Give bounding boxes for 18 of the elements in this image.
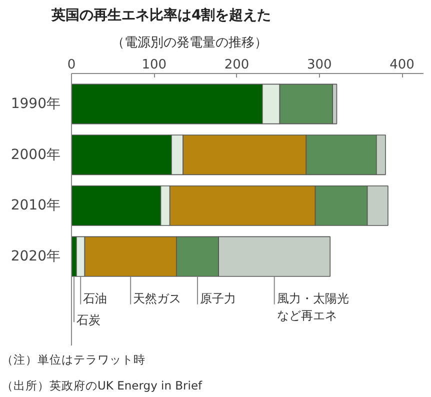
text: （注）単位はテラワット時 xyxy=(2,352,146,366)
y-tick-label: 2020年 xyxy=(10,248,61,265)
y-tick-label: 2010年 xyxy=(10,198,61,214)
text: （出所）英政府のUK Energy in Brief xyxy=(2,378,204,392)
chart-title: 英国の再生エネ比率は4割を超えた xyxy=(50,6,272,24)
series-label: 天然ガス xyxy=(133,292,182,306)
y-tick-label: 1990年 xyxy=(10,96,61,112)
x-tick-label: 300 xyxy=(306,58,332,72)
x-tick-label: 0 xyxy=(67,58,76,72)
x-tick-label: 200 xyxy=(224,58,250,72)
x-tick-label: 400 xyxy=(390,58,414,72)
text: 石炭 xyxy=(76,312,100,327)
y-tick-label: 2000年 xyxy=(10,146,61,163)
series-label: 石油 xyxy=(83,292,108,306)
x-tick-label: 100 xyxy=(142,58,167,72)
series-label: 風力・太陽光など再エネ xyxy=(276,292,349,322)
series-label: 原子力 xyxy=(200,292,236,306)
chart-subtitle: （電源別の発電量の推移） xyxy=(112,36,268,50)
